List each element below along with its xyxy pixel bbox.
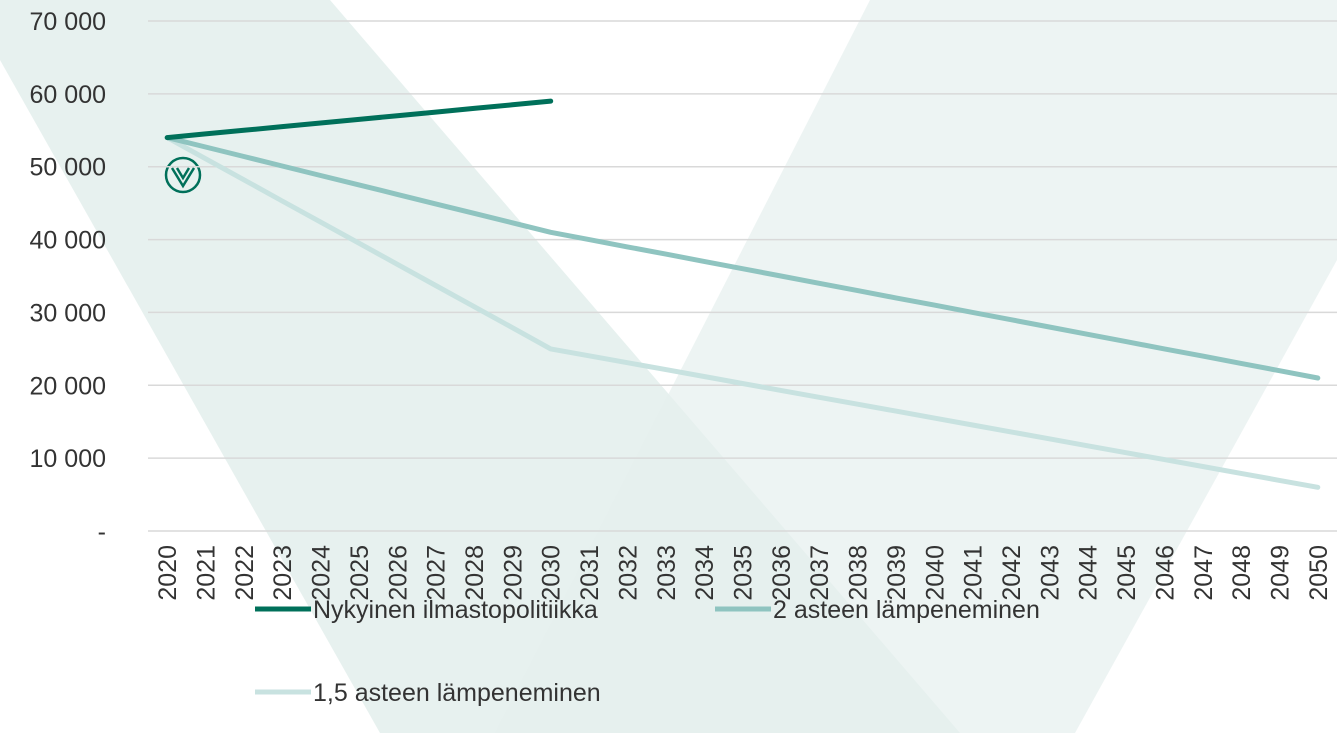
x-tick-label: 2031 [576,545,604,601]
x-tick-label: 2028 [461,545,489,601]
x-tick-label: 2048 [1228,545,1256,601]
x-tick-label: 2024 [308,545,336,601]
series-line [164,98,554,141]
x-tick-label: 2050 [1305,545,1333,601]
x-tick-label: 2033 [653,545,681,601]
x-tick-label: 2025 [346,545,374,601]
x-tick-label: 2049 [1266,545,1294,601]
x-tick-label: 2026 [384,545,412,601]
x-tick-label: 2021 [193,545,221,601]
legend-label: Nykyinen ilmastopolitiikka [313,596,598,624]
x-tick-label: 2027 [423,545,451,601]
x-tick-label: 2035 [730,545,758,601]
x-tick-label: 2046 [1151,545,1179,601]
x-tick-label: 2034 [691,545,719,601]
x-tick-label: 2047 [1190,545,1218,601]
series-line [164,135,1321,381]
x-tick-label: 2023 [269,545,297,601]
x-tick-label: 2040 [921,545,949,601]
x-tick-label: 2043 [1036,545,1064,601]
x-tick-label: 2029 [499,545,527,601]
y-tick-label: 50 000 [30,154,106,182]
y-tick-label: - [98,518,106,546]
x-tick-label: 2045 [1113,545,1141,601]
x-tick-label: 2042 [998,545,1026,601]
x-tick-label: 2036 [768,545,796,601]
y-tick-label: 60 000 [30,81,106,109]
y-tick-label: 20 000 [30,372,106,400]
background-shape [495,0,1337,733]
x-tick-label: 2037 [806,545,834,601]
y-tick-label: 40 000 [30,227,106,255]
x-tick-label: 2038 [845,545,873,601]
legend-label: 2 asteen lämpeneminen [773,596,1040,624]
series-line [164,135,1321,490]
x-tick-label: 2020 [154,545,182,601]
x-tick-label: 2039 [883,545,911,601]
y-tick-label: 10 000 [30,445,106,473]
x-tick-label: 2022 [231,545,259,601]
y-tick-label: 30 000 [30,299,106,327]
legend-label: 1,5 asteen lämpeneminen [313,679,601,707]
y-tick-label: 70 000 [30,8,106,36]
x-tick-label: 2044 [1075,545,1103,601]
x-tick-label: 2032 [614,545,642,601]
logo [164,156,202,194]
x-tick-label: 2041 [960,545,988,601]
x-tick-label: 2030 [538,545,566,601]
